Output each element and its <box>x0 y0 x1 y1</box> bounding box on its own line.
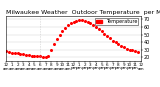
Text: Milwaukee Weather  Outdoor Temperature  per Minute  (24 Hours): Milwaukee Weather Outdoor Temperature pe… <box>6 10 160 15</box>
Legend: Temperature: Temperature <box>95 18 138 25</box>
